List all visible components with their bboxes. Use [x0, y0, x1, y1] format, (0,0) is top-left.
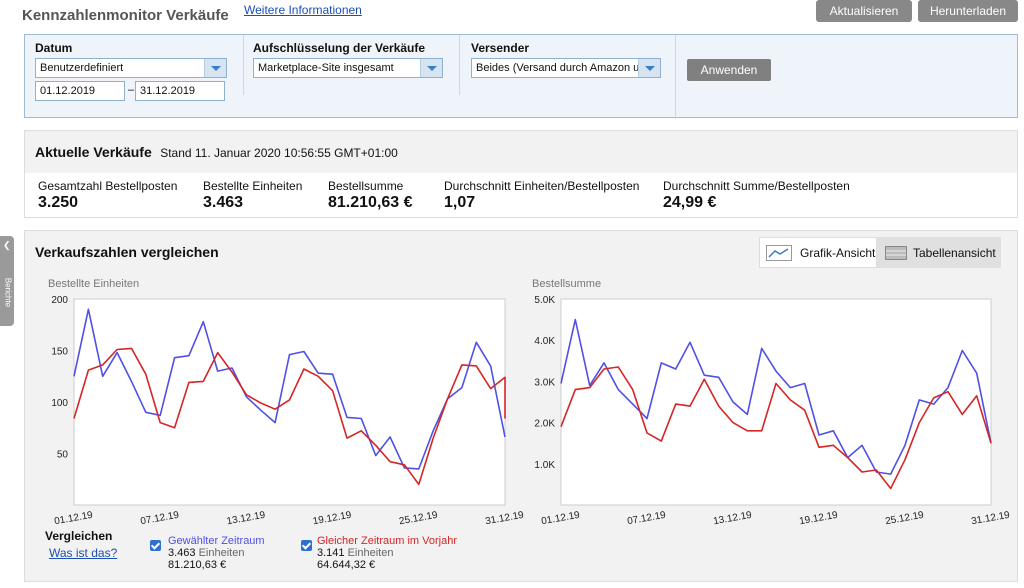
metric-order-sum: Bestellsumme 81.210,63 €	[328, 179, 413, 212]
y-tick-label: 2.0K	[534, 419, 555, 430]
date-to-input[interactable]: 31.12.2019	[135, 81, 225, 101]
legend-series-name: Gleicher Zeitraum im Vorjahr	[317, 535, 457, 547]
y-tick-label: 200	[51, 295, 68, 306]
y-tick-label: 100	[51, 398, 68, 409]
current-sales-timestamp: Stand 11. Januar 2020 10:56:55 GMT+01:00	[160, 146, 398, 160]
x-tick-label: 19.12.19	[312, 510, 353, 528]
current-sales-panel: Aktuelle Verkäufe Stand 11. Januar 2020 …	[24, 130, 1018, 218]
legend-sum-value: 81.210,63 €	[168, 559, 227, 571]
legend-units-label: Einheiten	[198, 547, 245, 559]
metric-avg-units: Durchschnitt Einheiten/Bestellposten 1,0…	[444, 179, 639, 212]
page-title: Kennzahlenmonitor Verkäufe	[22, 7, 229, 24]
metric-label: Bestellsumme	[328, 179, 404, 193]
shipper-value: Beides (Versand durch Amazon u	[476, 62, 640, 74]
date-from-input[interactable]: 01.12.2019	[35, 81, 125, 101]
selected-period-checkbox[interactable]	[150, 540, 161, 551]
prior-year-checkbox[interactable]	[301, 540, 312, 551]
chevron-left-icon: ❮	[3, 240, 11, 250]
legend-series-name: Gewählter Zeitraum	[168, 535, 265, 547]
metric-total-orders: Gesamtzahl Bestellposten 3.250	[38, 179, 177, 212]
metric-value: 1,07	[444, 194, 476, 211]
y-tick-label: 150	[51, 347, 68, 358]
graph-view-button[interactable]: Grafik-Ansicht	[759, 237, 877, 268]
divider	[243, 35, 244, 95]
compare-charts: Bestellte Einheiten 50 100 150 200 01.12.19 07…	[48, 278, 1011, 528]
y-tick-label: 50	[57, 450, 69, 461]
series-line-units-selected	[73, 308, 506, 470]
x-tick-label: 25.12.19	[398, 510, 439, 528]
shipper-select[interactable]: Beides (Versand durch Amazon u	[471, 58, 661, 78]
metric-label: Durchschnitt Einheiten/Bestellposten	[444, 179, 640, 193]
x-tick-label: 19.12.19	[798, 510, 839, 528]
legend-sum-value: 64.644,32 €	[317, 559, 376, 571]
current-sales-title: Aktuelle Verkäufe	[35, 144, 152, 160]
table-view-label: Tabellenansicht	[913, 245, 996, 260]
legend-prior-year: Gleicher Zeitraum im Vorjahr 3.141 Einhe…	[317, 535, 457, 571]
legend-units-value: 3.141	[317, 547, 345, 559]
compare-panel: Verkaufszahlen vergleichen Grafik-Ansich…	[24, 230, 1018, 582]
x-tick-label: 01.12.19	[540, 510, 581, 528]
plot-area-units	[73, 298, 506, 506]
metric-value: 3.463	[203, 194, 244, 211]
divider	[459, 35, 460, 95]
metric-value: 3.250	[38, 194, 79, 211]
legend-selected-period: Gewählter Zeitraum 3.463 Einheiten 81.21…	[168, 535, 265, 571]
chart-title-units: Bestellte Einheiten	[48, 278, 139, 290]
x-tick-label: 31.12.19	[484, 510, 525, 528]
chevron-down-icon	[420, 59, 442, 77]
breakdown-value: Marketplace-Site insgesamt	[258, 62, 394, 74]
x-tick-label: 01.12.19	[53, 510, 94, 528]
x-tick-label: 13.12.19	[226, 510, 267, 528]
series-line-sum-selected	[560, 318, 992, 475]
shipper-filter-label: Versender	[471, 41, 530, 55]
graph-view-label: Grafik-Ansicht	[800, 245, 876, 260]
chevron-down-icon	[204, 59, 226, 77]
legend-title: Vergleichen	[45, 529, 113, 543]
download-button[interactable]: Herunterladen	[918, 0, 1018, 22]
table-view-button[interactable]: Tabellenansicht	[877, 237, 1001, 268]
x-tick-label: 07.12.19	[626, 510, 667, 528]
y-tick-label: 4.0K	[534, 336, 555, 347]
table-icon	[885, 245, 907, 260]
divider	[675, 35, 676, 119]
metric-avg-sum: Durchschnitt Summe/Bestellposten 24,99 €	[663, 179, 850, 212]
x-tick-label: 25.12.19	[884, 510, 925, 528]
line-chart-icon	[766, 244, 792, 261]
breakdown-filter-label: Aufschlüsselung der Verkäufe	[253, 41, 426, 55]
y-tick-label: 3.0K	[534, 377, 555, 388]
metric-value: 81.210,63 €	[328, 194, 413, 211]
y-tick-label: 5.0K	[534, 295, 555, 306]
metric-label: Durchschnitt Summe/Bestellposten	[663, 179, 850, 193]
y-tick-label: 1.0K	[534, 460, 555, 471]
date-separator: –	[128, 84, 135, 96]
series-line-units-prior-year	[73, 347, 506, 486]
x-tick-label: 13.12.19	[712, 510, 753, 528]
x-tick-label: 31.12.19	[970, 510, 1011, 528]
compare-title: Verkaufszahlen vergleichen	[35, 244, 219, 260]
what-is-this-link[interactable]: Was ist das?	[49, 546, 118, 560]
legend-units-label: Einheiten	[347, 547, 394, 559]
filter-panel: Datum Benutzerdefiniert 01.12.2019 – 31.…	[24, 34, 1018, 119]
refresh-button[interactable]: Aktualisieren	[816, 0, 912, 22]
date-range-value: Benutzerdefiniert	[40, 62, 124, 74]
apply-button[interactable]: Anwenden	[687, 59, 771, 81]
date-range-select[interactable]: Benutzerdefiniert	[35, 58, 227, 78]
metric-units-ordered: Bestellte Einheiten 3.463	[203, 179, 302, 212]
breakdown-select[interactable]: Marketplace-Site insgesamt	[253, 58, 443, 78]
more-info-link[interactable]: Weitere Informationen	[244, 3, 362, 17]
series-line-sum-prior-year	[560, 366, 992, 490]
current-sales-header: Aktuelle Verkäufe Stand 11. Januar 2020 …	[25, 131, 1017, 173]
chart-title-sum: Bestellsumme	[532, 278, 601, 290]
metric-label: Gesamtzahl Bestellposten	[38, 179, 178, 193]
x-tick-label: 07.12.19	[140, 510, 181, 528]
reports-tab-label: Berichte	[3, 277, 13, 308]
chevron-down-icon	[638, 59, 660, 77]
date-filter-label: Datum	[35, 41, 73, 55]
metric-value: 24,99 €	[663, 194, 717, 211]
legend-units-value: 3.463	[168, 547, 196, 559]
reports-side-tab[interactable]: ❮ Berichte	[0, 236, 14, 326]
metric-label: Bestellte Einheiten	[203, 179, 303, 193]
